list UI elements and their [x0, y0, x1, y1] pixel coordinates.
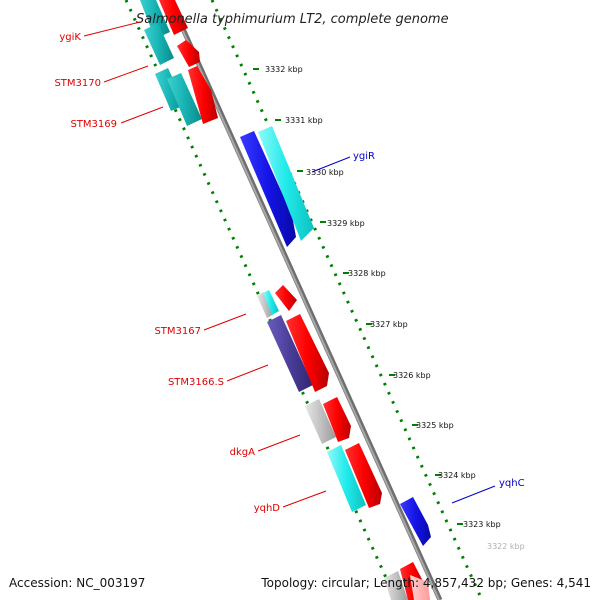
gene-gray: [384, 571, 408, 600]
kbp-label: 3323 kbp: [463, 520, 501, 529]
backbone: [167, 0, 443, 600]
kbp-label: 3328 kbp: [348, 269, 386, 278]
gene-red: [188, 66, 218, 124]
genes-left: [140, 0, 430, 600]
kbp-label: 3324 kbp: [438, 471, 476, 480]
gene-pink: [410, 575, 430, 600]
kbp-label: 3326 kbp: [393, 371, 431, 380]
gene-gray: [257, 292, 274, 318]
gene-blue: [240, 131, 296, 247]
gene-label-ygiK: ygiK: [59, 32, 81, 43]
kbp-label: 3325 kbp: [416, 421, 454, 430]
gene-red: [345, 443, 382, 508]
gene-label-yqhC: yqhC: [499, 478, 525, 489]
gene-red: [159, 0, 188, 35]
accession-text: Accession: NC_003197: [9, 576, 146, 590]
gene-labels-right: ygiR yqhC: [311, 151, 525, 504]
gene-label-STM3170: STM3170: [54, 78, 101, 89]
gene-teal: [144, 23, 174, 65]
gene-teal: [167, 73, 202, 126]
gene-cyan: [327, 445, 366, 512]
gene-label-dkgA: dkgA: [230, 447, 255, 458]
kbp-scale: 3332 kbp 3331 kbp 3330 kbp 3329 kbp 3328…: [253, 65, 525, 551]
kbp-label: 3331 kbp: [285, 116, 323, 125]
kbp-label: 3329 kbp: [327, 219, 365, 228]
gene-labels-left: ygiK STM3170 STM3169 STM3167 STM3166.S d…: [54, 21, 327, 514]
gene-red: [177, 40, 200, 67]
tick-rail-right: [210, 0, 484, 600]
gene-cyan: [258, 126, 314, 241]
genome-title: Salmonella typhimurium LT2, complete gen…: [136, 12, 449, 27]
genes-right: [240, 126, 431, 546]
gene-cyan: [263, 290, 279, 315]
gene-red: [286, 314, 329, 392]
gene-blue: [400, 497, 431, 546]
gene-red: [275, 285, 297, 311]
kbp-label: 3330 kbp: [306, 168, 344, 177]
gene-teal: [140, 0, 170, 39]
kbp-label: 3327 kbp: [370, 320, 408, 329]
gene-label-yqhD: yqhD: [254, 503, 281, 514]
gene-gray: [305, 399, 336, 444]
kbp-label: 3332 kbp: [265, 65, 303, 74]
gene-red: [323, 397, 351, 442]
gene-purple: [267, 315, 313, 392]
gene-label-STM3166S: STM3166.S: [168, 377, 224, 388]
genome-summary-text: Topology: circular; Length: 4,857,432 bp…: [261, 576, 591, 590]
kbp-label: 3322 kbp: [487, 542, 525, 551]
gene-label-ygiR: ygiR: [353, 151, 375, 162]
gene-label-STM3167: STM3167: [154, 326, 201, 337]
gene-label-STM3169: STM3169: [70, 119, 117, 130]
